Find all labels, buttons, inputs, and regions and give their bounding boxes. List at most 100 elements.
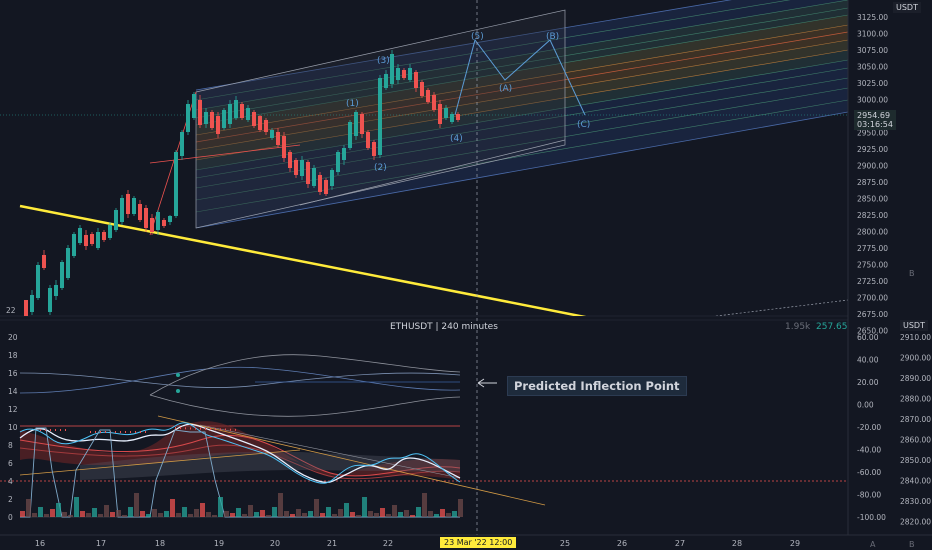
price-tick: 2700.00 bbox=[857, 294, 888, 303]
time-tick: 25 bbox=[560, 539, 570, 548]
time-tick: 27 bbox=[675, 539, 685, 548]
histogram-bar bbox=[134, 493, 139, 517]
corner-button-a[interactable]: A bbox=[870, 540, 876, 549]
histogram-bar bbox=[338, 509, 343, 517]
histogram-bar bbox=[350, 512, 355, 517]
candle bbox=[348, 120, 352, 150]
volume-b: 257.65 bbox=[816, 322, 848, 332]
candle bbox=[258, 115, 262, 132]
histogram-bar bbox=[446, 513, 451, 517]
corner-button-b-top[interactable]: B bbox=[909, 269, 915, 278]
candle bbox=[222, 108, 226, 130]
candle bbox=[384, 70, 388, 90]
candle bbox=[354, 110, 358, 140]
histogram-bar bbox=[308, 511, 313, 517]
candle bbox=[240, 102, 244, 120]
histogram-bar bbox=[218, 497, 223, 517]
histogram-bar bbox=[278, 493, 283, 517]
candle bbox=[330, 168, 334, 190]
osc-left-tick: 12 bbox=[8, 405, 18, 414]
osc-left-tick: 20 bbox=[8, 333, 18, 342]
osc-mid-tick: -20.00 bbox=[857, 423, 881, 432]
osc-mid-tick: -40.00 bbox=[857, 446, 881, 455]
histogram-bar bbox=[158, 513, 163, 517]
arrow-left-icon bbox=[477, 378, 485, 388]
candle bbox=[120, 195, 124, 225]
osc-left-tick: 6 bbox=[8, 459, 13, 468]
candle bbox=[96, 228, 100, 250]
osc-right-tick: 2820.00 bbox=[900, 518, 931, 527]
histogram-bar bbox=[362, 497, 367, 517]
candle bbox=[108, 222, 112, 240]
osc-mid-tick: 0.00 bbox=[857, 401, 874, 410]
candle bbox=[294, 158, 298, 178]
price-tick: 2650.00 bbox=[857, 327, 888, 336]
candle bbox=[180, 130, 184, 160]
predicted-inflection-label: Predicted Inflection Point bbox=[507, 376, 687, 396]
wave-label-a: (A) bbox=[499, 84, 512, 94]
histogram-bar bbox=[26, 499, 31, 517]
histogram-bar bbox=[374, 513, 379, 517]
histogram-bar bbox=[326, 507, 331, 517]
candle bbox=[138, 200, 142, 222]
candle bbox=[318, 172, 322, 195]
candle bbox=[78, 225, 82, 245]
time-tick: 20 bbox=[270, 539, 280, 548]
histogram-bar bbox=[224, 511, 229, 517]
histogram-bar bbox=[386, 514, 391, 517]
candle bbox=[186, 100, 190, 135]
osc-right-tick: 2910.00 bbox=[900, 333, 931, 342]
histogram-bar bbox=[182, 507, 187, 517]
osc-mid-tick: -60.00 bbox=[857, 468, 881, 477]
candle bbox=[372, 140, 376, 160]
osc-mid-tick: 40.00 bbox=[857, 356, 879, 365]
wave-label-b: (B) bbox=[546, 32, 559, 42]
histogram-bar bbox=[410, 515, 415, 517]
wave-label-1: (1) bbox=[346, 99, 359, 109]
histogram-bar bbox=[188, 514, 193, 517]
candle bbox=[234, 96, 238, 120]
histogram-bar bbox=[38, 507, 43, 517]
osc-left-tick: 0 bbox=[8, 513, 13, 522]
candle bbox=[432, 92, 436, 112]
candle bbox=[252, 110, 256, 128]
candle bbox=[204, 108, 208, 128]
wave-label-c: (C) bbox=[577, 120, 590, 130]
corner-button-b[interactable]: B bbox=[909, 540, 915, 549]
histogram-bar bbox=[236, 508, 241, 517]
current-price-badge: 2954.69 03:16:54 bbox=[854, 110, 896, 130]
candle bbox=[84, 230, 88, 250]
candle bbox=[342, 145, 346, 165]
histogram-bar bbox=[440, 509, 445, 517]
time-tick: 19 bbox=[214, 539, 224, 548]
candle bbox=[366, 130, 370, 150]
time-tick: 22 bbox=[383, 539, 393, 548]
histogram-bar bbox=[272, 507, 277, 517]
price-tick: 3050.00 bbox=[857, 63, 888, 72]
osc-left-tick: 2 bbox=[8, 495, 13, 504]
candle bbox=[168, 215, 172, 225]
histogram-bar bbox=[128, 507, 133, 517]
candle bbox=[198, 95, 202, 128]
histogram-bar bbox=[284, 511, 289, 517]
price-tick: 2675.00 bbox=[857, 310, 888, 319]
osc-mid-tick: -100.00 bbox=[857, 513, 886, 522]
osc-left-tick: 4 bbox=[8, 477, 13, 486]
candle bbox=[150, 214, 154, 235]
histogram-bar bbox=[398, 512, 403, 517]
osc-left-tick: 8 bbox=[8, 441, 13, 450]
histogram-bar bbox=[212, 515, 217, 517]
candle bbox=[300, 156, 304, 180]
candle bbox=[456, 112, 460, 122]
candle bbox=[210, 110, 214, 130]
price-tick: 2850.00 bbox=[857, 195, 888, 204]
candle bbox=[378, 75, 382, 158]
currency-label-bottom: USDT bbox=[900, 320, 928, 331]
histogram-bar bbox=[50, 509, 55, 517]
histogram-bar bbox=[434, 514, 439, 517]
candle bbox=[390, 50, 394, 88]
candle bbox=[114, 208, 118, 232]
candle bbox=[216, 112, 220, 138]
candle bbox=[312, 165, 316, 188]
